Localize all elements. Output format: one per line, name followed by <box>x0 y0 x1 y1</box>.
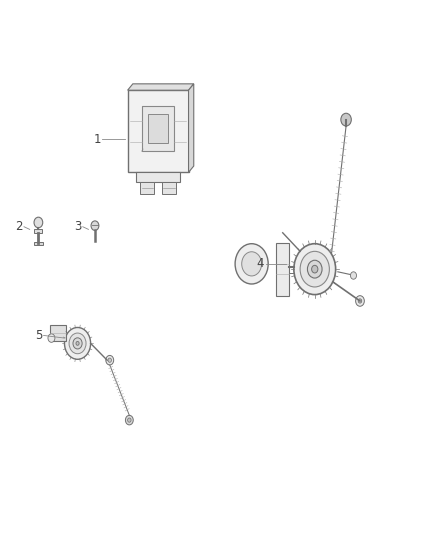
FancyBboxPatch shape <box>142 106 174 151</box>
Circle shape <box>69 333 86 354</box>
Circle shape <box>300 252 329 287</box>
Polygon shape <box>188 84 194 172</box>
Text: 5: 5 <box>35 329 42 342</box>
Circle shape <box>64 327 91 359</box>
Polygon shape <box>127 84 194 90</box>
Circle shape <box>294 244 336 295</box>
Circle shape <box>34 217 43 228</box>
Circle shape <box>350 272 357 279</box>
Circle shape <box>307 260 322 278</box>
Text: 1: 1 <box>93 133 101 146</box>
Circle shape <box>48 334 55 342</box>
Circle shape <box>108 358 112 362</box>
Circle shape <box>235 244 268 284</box>
Circle shape <box>76 342 79 345</box>
FancyBboxPatch shape <box>34 242 43 245</box>
Circle shape <box>242 252 261 276</box>
Circle shape <box>311 265 318 273</box>
FancyBboxPatch shape <box>148 114 168 143</box>
FancyBboxPatch shape <box>162 182 176 193</box>
FancyBboxPatch shape <box>127 90 188 172</box>
Text: 4: 4 <box>257 257 264 270</box>
Circle shape <box>91 221 99 230</box>
Circle shape <box>341 114 351 126</box>
FancyBboxPatch shape <box>35 229 42 233</box>
FancyBboxPatch shape <box>140 182 154 193</box>
FancyBboxPatch shape <box>136 172 180 182</box>
FancyBboxPatch shape <box>49 325 66 341</box>
Circle shape <box>73 338 82 349</box>
Circle shape <box>127 418 131 422</box>
Circle shape <box>358 299 362 303</box>
FancyBboxPatch shape <box>276 243 289 296</box>
Circle shape <box>356 296 364 306</box>
Circle shape <box>125 415 133 425</box>
Text: 2: 2 <box>15 220 22 233</box>
Text: 3: 3 <box>74 220 81 233</box>
Circle shape <box>106 356 114 365</box>
